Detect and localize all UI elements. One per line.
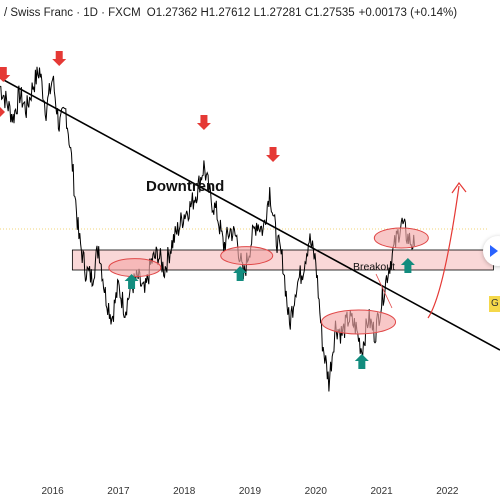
- ohlc-close: C1.27535: [304, 7, 355, 19]
- down-arrow-marker-partial: [0, 107, 5, 117]
- projection-arrow: [427, 185, 460, 319]
- ohlc-low: L1.27281: [253, 7, 302, 19]
- down-arrow-marker: [266, 147, 281, 162]
- x-tick-label: 2017: [107, 486, 130, 497]
- downtrend-line: [0, 77, 500, 351]
- highlight-ellipse: [321, 309, 397, 335]
- play-icon: [490, 245, 498, 257]
- chart-header: / Swiss Franc · 1D · FXCM O1.27362 H1.27…: [0, 0, 500, 26]
- down-arrow-marker: [0, 67, 11, 82]
- up-arrow-marker: [400, 258, 415, 273]
- up-arrow-marker: [124, 274, 139, 289]
- highlight-ellipse: [108, 258, 162, 278]
- down-arrow-marker: [196, 115, 211, 130]
- down-arrow-marker: [52, 51, 67, 66]
- scroll-right-button[interactable]: [483, 236, 500, 266]
- x-tick-label: 2020: [305, 486, 328, 497]
- up-arrow-marker: [233, 266, 248, 281]
- x-tick-label: 2022: [436, 486, 459, 497]
- downtrend-annotation: Downtrend: [146, 178, 224, 195]
- ohlc-open: O1.27362: [146, 7, 198, 19]
- x-tick-label: 2019: [239, 486, 262, 497]
- price-change: +0.00173 (+0.14%): [358, 7, 458, 19]
- highlight-ellipse: [220, 246, 274, 266]
- up-arrow-marker: [354, 354, 369, 369]
- highlight-ellipse: [373, 227, 429, 249]
- symbol-label: / Swiss Franc · 1D · FXCM: [4, 7, 141, 19]
- x-tick-label: 2018: [173, 486, 196, 497]
- price-scale-tag: G: [489, 296, 500, 312]
- x-tick-label: 2016: [42, 486, 65, 497]
- x-tick-label: 2021: [370, 486, 393, 497]
- ohlc-high: H1.27612: [200, 7, 251, 19]
- breakout-pointer: [375, 273, 393, 309]
- breakout-annotation: Breakout: [353, 261, 395, 273]
- projection-arrowhead: [451, 181, 467, 194]
